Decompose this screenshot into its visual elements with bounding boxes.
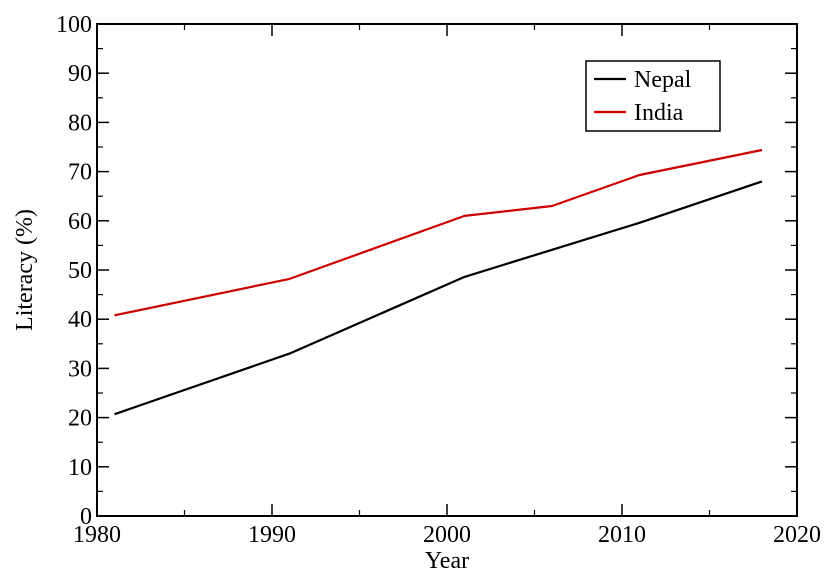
y-tick-label: 70 [68, 160, 92, 186]
y-tick-label: 60 [68, 209, 92, 235]
legend-box [585, 60, 721, 132]
y-tick-label: 100 [56, 12, 92, 38]
y-tick-label: 10 [68, 455, 92, 481]
x-axis-ticks: 1980 1990 2000 2010 2020 [73, 24, 821, 548]
y-axis-ticks: 0 10 20 30 40 50 60 70 80 90 100 [56, 12, 797, 530]
legend-label-nepal: Nepal [634, 67, 692, 93]
y-tick-label: 30 [68, 356, 92, 382]
plot-frame [96, 23, 798, 517]
y-axis-title: Literacy (%) [12, 209, 38, 331]
y-tick-label: 40 [68, 307, 92, 333]
y-tick-label: 90 [68, 61, 92, 87]
series-line-india [114, 148, 763, 317]
y-tick-label: 80 [68, 110, 92, 136]
y-tick-label: 0 [80, 504, 92, 530]
x-tick-label: 1980 [73, 522, 121, 548]
series-line-nepal [114, 180, 763, 416]
x-tick-label: 2000 [423, 522, 471, 548]
series-layer [114, 148, 763, 416]
y-tick-label: 50 [68, 258, 92, 284]
legend-label-india: India [634, 100, 684, 126]
x-tick-label: 2020 [773, 522, 821, 548]
x-tick-label: 1990 [248, 522, 296, 548]
legend: Nepal India [585, 60, 721, 132]
x-axis-title: Year [425, 548, 469, 572]
y-tick-label: 20 [68, 406, 92, 432]
x-tick-label: 2010 [598, 522, 646, 548]
